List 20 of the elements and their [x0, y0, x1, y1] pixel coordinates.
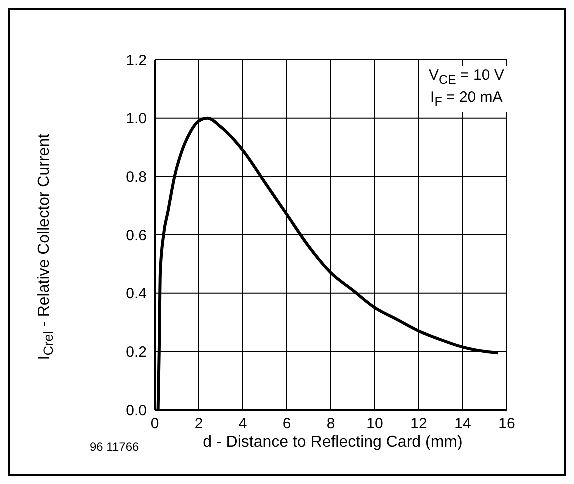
- x-tick-label: 10: [366, 416, 384, 433]
- annotation: I$_{F}$ = 20 mA: [430, 89, 504, 111]
- x-tick-label: 16: [498, 416, 516, 433]
- x-axis-title: d - Distance to Reflecting Card (mm): [202, 434, 464, 452]
- x-tick-label: 0: [150, 416, 160, 433]
- x-tick-label: 8: [326, 416, 336, 433]
- x-tick-label: 4: [238, 416, 248, 433]
- x-tick-label: 2: [194, 416, 204, 433]
- y-tick-label: 0.6: [126, 227, 147, 244]
- x-tick-label: 14: [454, 416, 472, 433]
- annotation: V$_{CE}$ = 10 V: [429, 67, 504, 89]
- x-tick-label: 6: [282, 416, 292, 433]
- y-tick-label: 0.8: [126, 168, 147, 186]
- y-tick-label: 1.2: [126, 52, 147, 70]
- y-tick-label: 0.4: [126, 286, 147, 303]
- y-tick-label: 0.2: [126, 344, 147, 361]
- text: 96 11766: [90, 440, 140, 454]
- y-tick-label: 0.0: [126, 402, 147, 420]
- y-tick-label: 1.0: [126, 110, 147, 128]
- x-tick-label: 12: [410, 416, 428, 433]
